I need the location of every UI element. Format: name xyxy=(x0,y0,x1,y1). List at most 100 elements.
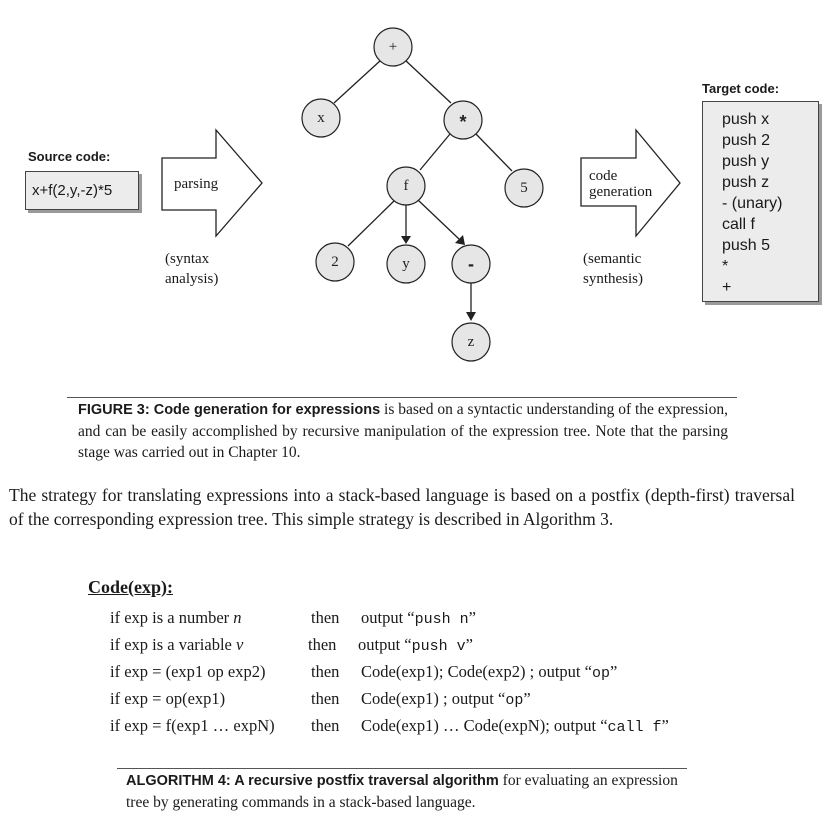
algorithm-row-condition: if exp = f(exp1 … expN) xyxy=(110,712,275,739)
algorithm-row-action-text: Code(exp1) … Code(expN); output “ xyxy=(361,716,608,735)
edge-root-x xyxy=(333,59,382,104)
tree-node-x: x xyxy=(301,98,341,138)
figure-caption-lead: FIGURE 3: Code generation for expression… xyxy=(78,402,381,418)
algorithm-row-action: output “push n” xyxy=(361,604,476,633)
algorithm-row-condition-text: if exp = f(exp1 … expN) xyxy=(110,716,275,735)
codegen-arrow-shape xyxy=(580,128,681,238)
figure-caption: FIGURE 3: Code generation for expression… xyxy=(78,399,728,463)
algorithm-row-condition: if exp = (exp1 op exp2) xyxy=(110,658,265,685)
parsing-note: (syntax analysis) xyxy=(165,249,218,289)
algorithm-row-action: Code(exp1) … Code(expN); output “call f” xyxy=(361,712,669,741)
node-root-label: + xyxy=(389,39,397,55)
parsing-note-line2: analysis) xyxy=(165,271,219,287)
algorithm-row: if exp is a variable v then output “push v… xyxy=(110,631,750,658)
node-five-label: 5 xyxy=(520,180,528,196)
parsing-note-line1: (syntax xyxy=(165,251,210,267)
algorithm-row: if exp = (exp1 op exp2) then Code(exp1); C… xyxy=(110,658,750,685)
algorithm-row: if exp = op(exp1) then Code(exp1) ; output… xyxy=(110,685,750,712)
edge-f-neg xyxy=(417,199,460,240)
algorithm-row-condition-text: if exp is a variable xyxy=(110,635,236,654)
algorithm-row-action-code: push n xyxy=(414,611,469,628)
algorithm-row-action-close: ” xyxy=(468,608,476,627)
node-z-label: z xyxy=(468,334,475,350)
node-f-label: f xyxy=(404,178,409,194)
algorithm-row-action-code: call f xyxy=(607,719,662,736)
algorithm-row-action-text: output “ xyxy=(358,635,412,654)
target-code-line: push z xyxy=(722,174,770,191)
figure-caption-text: is based on a syntactic understanding of… xyxy=(78,401,728,461)
algorithm-row-then: then xyxy=(311,689,340,708)
algorithm-row-condition: if exp is a variable v xyxy=(110,631,243,658)
algorithm-row-action-text: Code(exp1); Code(exp2) ; output “ xyxy=(361,662,592,681)
target-code-line: * xyxy=(722,258,729,275)
target-code-label: Target code: xyxy=(702,81,780,96)
algorithm-caption-text: for evaluating an expression tree by gen… xyxy=(126,772,678,811)
algorithm-row-action-close: ” xyxy=(465,635,473,654)
expression-tree-svg: + x * f 5 2 y - xyxy=(161,27,681,362)
algorithm-title: Code(exp): xyxy=(88,577,173,597)
codegen-note-line2: synthesis) xyxy=(583,271,643,287)
node-mul-label: * xyxy=(459,112,466,132)
algorithm-caption-rule xyxy=(117,768,687,769)
algorithm-row-action-code: op xyxy=(591,665,610,682)
tree-edges xyxy=(333,59,513,312)
algorithm-row-then: then xyxy=(311,662,340,681)
parsing-arrow-label: parsing xyxy=(174,176,219,192)
algorithm-row-action: Code(exp1); Code(exp2) ; output “op” xyxy=(361,658,617,687)
edge-root-mul xyxy=(404,59,452,104)
target-code-box: push x push 2 push y push z - (unary) call f p… xyxy=(702,101,819,302)
codegen-note-line1: (semantic xyxy=(583,251,642,267)
algorithm-row-action-close: ” xyxy=(523,689,531,708)
source-code-box: x+f(2,y,-z)*5 xyxy=(25,171,139,210)
target-code-line: + xyxy=(722,279,732,296)
body-paragraph: The strategy for translating expressions… xyxy=(9,485,795,529)
algorithm-row-condition-var: n xyxy=(233,608,242,627)
node-neg-label: - xyxy=(468,254,474,274)
tree-node-root: + xyxy=(373,27,413,67)
algorithm-row-action-text: Code(exp1) ; output “ xyxy=(361,689,506,708)
tree-node-two: 2 xyxy=(315,242,355,282)
tree-node-z: z xyxy=(451,322,491,362)
codegen-arrow-label-line2: generation xyxy=(589,184,653,200)
target-code-line: push y xyxy=(722,153,770,170)
edge-mul-f xyxy=(419,133,451,171)
algorithm-row-then: then xyxy=(311,608,340,627)
arrowhead-f-neg xyxy=(455,235,465,245)
codegen-arrow-label: code generation xyxy=(589,168,652,200)
algorithm-row: if exp = f(exp1 … expN) then Code(exp1) … … xyxy=(110,712,750,739)
algorithm-caption-lead: ALGORITHM 4: A recursive postfix travers… xyxy=(126,773,499,789)
target-code-lines: push x push 2 push y push z - (unary) call f p… xyxy=(722,109,782,298)
codegen-note: (semantic synthesis) xyxy=(583,249,643,289)
node-two-label: 2 xyxy=(331,254,339,270)
tree-node-five: 5 xyxy=(504,168,544,208)
algorithm-row-action-close: ” xyxy=(609,662,618,681)
algorithm-row-then: then xyxy=(311,716,340,735)
edge-mul-five xyxy=(475,133,513,172)
algorithm-row-action-code: op xyxy=(505,692,524,709)
algorithm-rows: if exp is a number n then output “push n” i… xyxy=(110,604,750,739)
algorithm-row-then: then xyxy=(308,635,337,654)
algorithm-row-action: output “push v” xyxy=(358,631,473,660)
target-code-line: push x xyxy=(722,111,770,128)
algorithm-row-condition-text: if exp is a number xyxy=(110,608,234,627)
target-code-line: push 2 xyxy=(722,132,771,149)
code-generation-diagram: + x * f 5 2 y - xyxy=(0,0,825,380)
edge-f-two xyxy=(347,199,396,247)
tree-node-neg: - xyxy=(451,244,491,284)
arrowhead-f-y xyxy=(401,236,411,244)
algorithm-row-condition: if exp is a number n xyxy=(110,604,242,631)
algorithm-caption: ALGORITHM 4: A recursive postfix travers… xyxy=(126,770,686,813)
tree-node-f: f xyxy=(386,166,426,206)
target-code-line: push 5 xyxy=(722,237,771,254)
algorithm-row: if exp is a number n then output “push n” xyxy=(110,604,750,631)
tree-node-mul: * xyxy=(443,100,483,140)
figure-caption-rule xyxy=(67,397,737,398)
algorithm-row-action: Code(exp1) ; output “op” xyxy=(361,685,531,714)
algorithm-row-action-close: ” xyxy=(661,716,669,735)
tree-node-y: y xyxy=(386,244,426,284)
algorithm-row-action-code: push v xyxy=(411,638,466,655)
codegen-arrow-label-line1: code xyxy=(589,168,618,184)
node-x-label: x xyxy=(317,110,325,126)
node-y-label: y xyxy=(402,256,410,272)
tree-arrowheads xyxy=(401,235,476,321)
